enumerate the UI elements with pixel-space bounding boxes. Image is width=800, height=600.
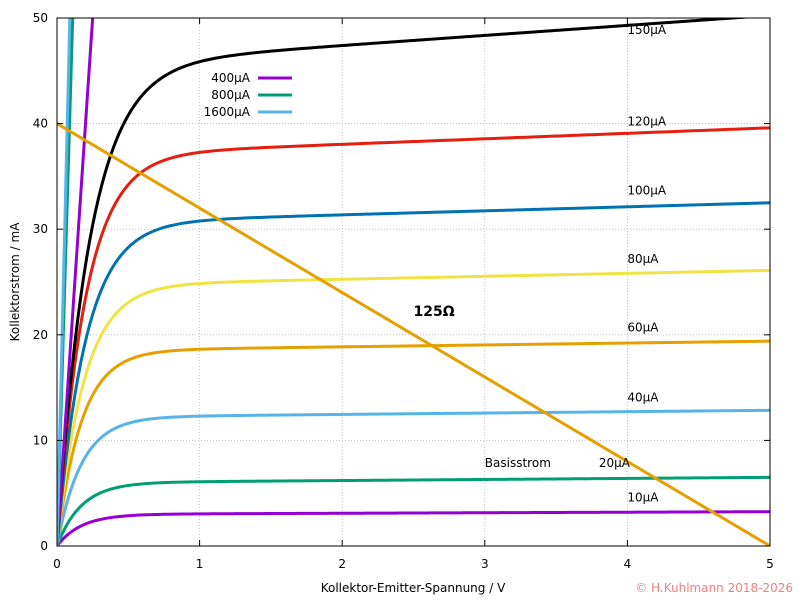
x-tick-label-2: 2 (338, 557, 346, 571)
series-10A-line (57, 510, 770, 546)
legend-label-0: 400µA (211, 71, 251, 85)
plot-frame (56, 17, 771, 547)
grid (57, 18, 770, 546)
series-60A-line (57, 339, 770, 546)
legend-label-2: 1600µA (204, 105, 251, 119)
series-label-100A: 100µA (627, 183, 667, 197)
load-line-label: 125Ω (414, 304, 455, 320)
x-tick-label-5: 5 (766, 557, 774, 571)
series-label-40A: 40µA (627, 390, 659, 404)
legend: 400µA 800µA 1600µA (204, 71, 292, 119)
curve-labels: 10µA 20µA 40µA 60µA 80µA 100µA 120µA 150µA Basis… (414, 23, 667, 505)
x-tick-label-3: 3 (481, 557, 489, 571)
x-tick-label-1: 1 (196, 557, 204, 571)
series-1600A-line (57, 18, 72, 546)
basisstrom-label: Basisstrom (485, 456, 551, 470)
curves (57, 18, 770, 546)
x-axis-label: Kollektor-Emitter-Spannung / V (321, 581, 506, 595)
y-tick-label-3: 30 (33, 222, 48, 236)
y-tick-label-5: 50 (33, 11, 48, 25)
series-80A-line (57, 268, 770, 546)
y-tick-label-2: 20 (33, 328, 48, 342)
x-tick-label-0: 0 (53, 557, 61, 571)
x-tick-label-4: 4 (624, 557, 632, 571)
series-label-80A: 80µA (627, 252, 659, 266)
series-label-120A: 120µA (627, 115, 667, 129)
copyright-text: © H.Kuhlmann 2018-2026 (635, 581, 793, 595)
y-axis-label: Kollektorstrom / mA (8, 222, 22, 342)
y-tick-label-1: 10 (33, 433, 48, 447)
series-150A-line (57, 18, 754, 546)
y-tick-label-0: 0 (40, 539, 48, 553)
series-400A-line (57, 18, 95, 546)
series-label-20A: 20µA (599, 456, 631, 470)
series-label-60A: 60µA (627, 321, 659, 335)
series-label-10A: 10µA (627, 491, 659, 505)
series-40A-line (57, 408, 770, 546)
series-label-150A: 150µA (627, 23, 667, 37)
legend-label-1: 800µA (211, 88, 251, 102)
series-125-line (57, 122, 770, 546)
series-120A-line (57, 126, 770, 546)
series-100A-line (57, 201, 770, 546)
series-20A-line (57, 475, 770, 546)
y-tick-label-4: 40 (33, 117, 48, 131)
